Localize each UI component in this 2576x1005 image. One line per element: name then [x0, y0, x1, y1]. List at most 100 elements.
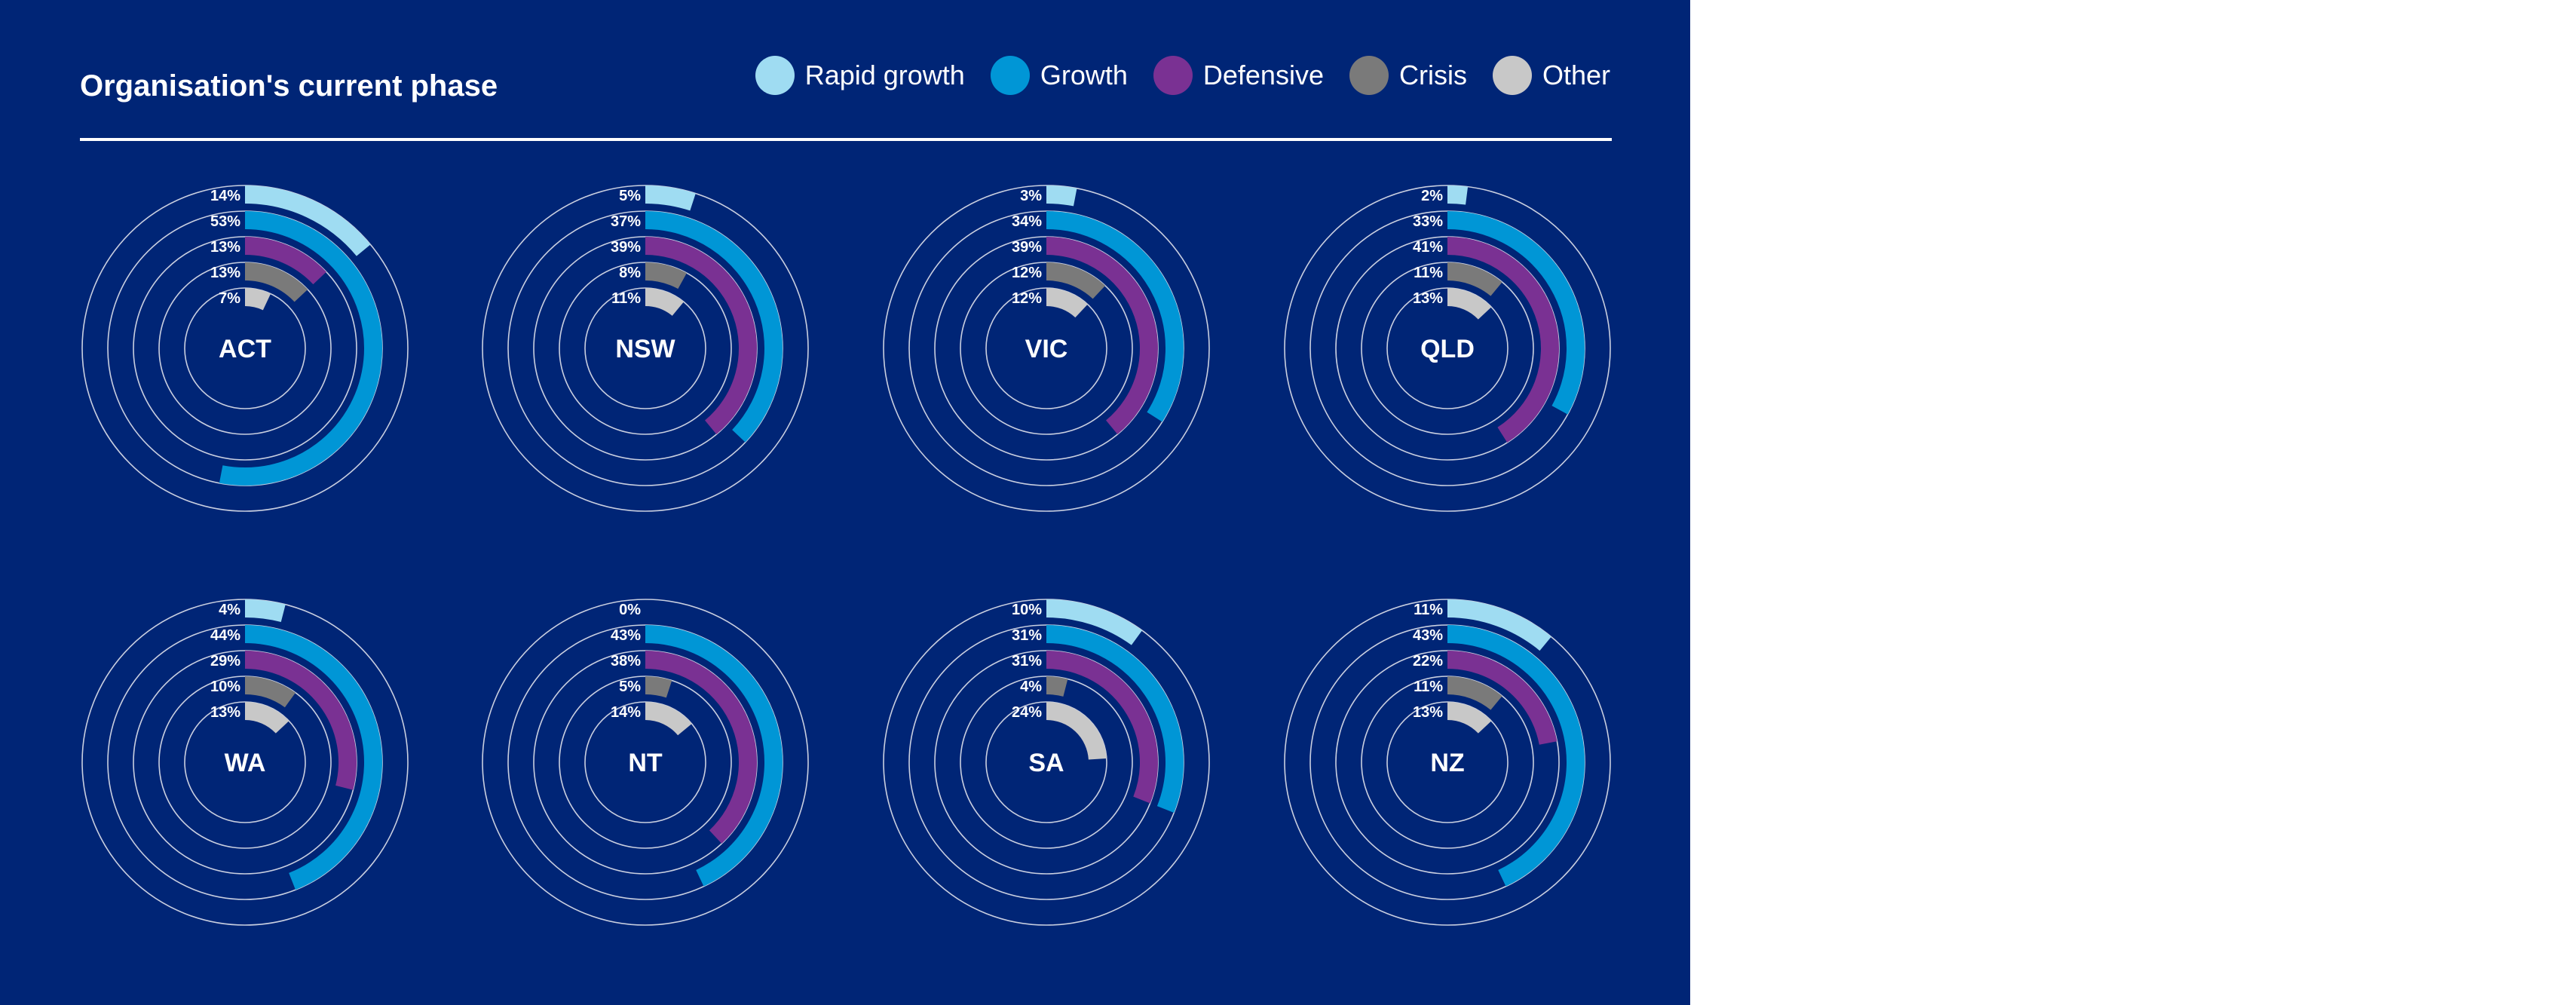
arc-crisis [244, 676, 296, 708]
value-label-other: 11% [611, 290, 641, 307]
value-label-rapid-growth: 10% [1012, 602, 1042, 618]
arc-other [244, 702, 289, 734]
value-label-defensive: 29% [210, 653, 240, 669]
arc-growth [244, 625, 382, 890]
value-label-other: 14% [611, 704, 641, 721]
radial-chart-sa: 10% 31% 31% 4% 24% SA [883, 599, 1210, 926]
radial-charts: 14% 53% 13% 13% 7% ACT 5% 37% 39% 8% 11% NSW 3% 34% 39… [81, 185, 1611, 926]
value-label-other: 13% [1413, 290, 1443, 307]
arc-other [1447, 702, 1492, 734]
legend-label-crisis: Crisis [1398, 60, 1467, 90]
value-label-growth: 34% [1012, 213, 1042, 230]
arc-crisis [1447, 262, 1502, 296]
legend-label-other: Other [1542, 60, 1610, 90]
arc-defensive [1046, 651, 1158, 804]
value-label-rapid-growth: 14% [210, 188, 240, 204]
value-label-crisis: 5% [619, 679, 641, 695]
arc-defensive [645, 651, 757, 844]
value-label-defensive: 39% [1012, 239, 1042, 256]
arc-rapid-growth [1447, 185, 1469, 205]
value-label-rapid-growth: 4% [219, 602, 240, 618]
value-label-defensive: 31% [1012, 653, 1042, 669]
arc-other [645, 288, 684, 317]
radial-chart-nt: 0% 43% 38% 5% 14% NT [482, 599, 809, 926]
arc-rapid-growth [645, 185, 696, 211]
value-label-growth: 43% [1413, 627, 1443, 644]
value-label-crisis: 10% [210, 679, 240, 695]
arc-crisis [1447, 676, 1502, 710]
ring-guide [1284, 599, 1611, 926]
value-label-crisis: 8% [619, 265, 641, 281]
value-label-growth: 31% [1012, 627, 1042, 644]
arc-defensive [244, 237, 326, 285]
legend-swatch-rapid-growth [755, 56, 795, 95]
value-label-crisis: 4% [1020, 679, 1042, 695]
value-label-rapid-growth: 11% [1414, 602, 1443, 618]
value-label-defensive: 38% [611, 653, 641, 669]
ring-guide [158, 262, 332, 435]
region-label: VIC [1025, 335, 1068, 363]
radial-chart-wa: 4% 44% 29% 10% 13% WA [81, 599, 409, 926]
arc-rapid-growth [244, 599, 286, 623]
arc-growth [1046, 625, 1184, 813]
ring-guide [81, 185, 409, 512]
value-label-growth: 37% [611, 213, 641, 230]
arc-growth [645, 211, 783, 443]
arc-growth [219, 211, 382, 486]
value-label-crisis: 12% [1012, 265, 1042, 281]
radial-chart-nsw: 5% 37% 39% 8% 11% NSW [482, 185, 809, 512]
legend-item-crisis: Crisis [1349, 56, 1467, 95]
arc-defensive [645, 237, 757, 435]
arc-rapid-growth [1046, 185, 1077, 207]
legend-swatch-growth [990, 56, 1030, 95]
value-label-crisis: 11% [1414, 265, 1443, 281]
region-label: SA [1028, 749, 1064, 777]
radial-chart-act: 14% 53% 13% 13% 7% ACT [81, 185, 409, 512]
arc-growth [645, 625, 783, 887]
value-label-growth: 53% [210, 213, 240, 230]
arc-crisis [244, 262, 308, 302]
arc-crisis [1046, 676, 1068, 697]
arc-growth [1447, 211, 1585, 415]
legend-label-rapid-growth: Rapid growth [804, 60, 965, 90]
region-label: NT [628, 749, 663, 777]
arc-other [1447, 288, 1492, 320]
arc-rapid-growth [1046, 599, 1142, 645]
ring-guide [584, 287, 706, 409]
region-label: WA [225, 749, 266, 777]
legend-item-growth: Growth [990, 56, 1128, 95]
region-label: QLD [1420, 335, 1475, 363]
legend: Rapid growth Growth Defensive Crisis Oth… [755, 56, 1610, 95]
value-label-rapid-growth: 0% [619, 602, 641, 618]
value-label-defensive: 39% [611, 239, 641, 256]
arc-defensive [1447, 237, 1559, 443]
value-label-growth: 43% [611, 627, 641, 644]
legend-label-growth: Growth [1040, 60, 1128, 90]
arc-other [1046, 288, 1088, 318]
arc-defensive [1447, 651, 1558, 745]
value-label-rapid-growth: 5% [619, 188, 641, 204]
legend-item-defensive: Defensive [1153, 56, 1324, 95]
region-label: NSW [615, 335, 675, 363]
ring-guide [81, 599, 409, 926]
legend-swatch-defensive [1153, 56, 1193, 95]
legend-swatch-other [1492, 56, 1532, 95]
value-label-crisis: 13% [210, 265, 240, 281]
arc-crisis [1046, 262, 1106, 299]
arc-rapid-growth [244, 185, 371, 256]
value-label-growth: 33% [1413, 213, 1443, 230]
arc-defensive [244, 651, 357, 790]
value-label-other: 13% [210, 704, 240, 721]
value-label-defensive: 13% [210, 239, 240, 256]
radial-chart-vic: 3% 34% 39% 12% 12% VIC [883, 185, 1210, 512]
ring-guide [1284, 185, 1611, 512]
legend-label-defensive: Defensive [1202, 60, 1324, 90]
ring-guide [559, 262, 732, 435]
ring-guide [584, 701, 706, 823]
value-label-other: 12% [1012, 290, 1042, 307]
arc-other [645, 702, 692, 736]
ring-guide [482, 599, 809, 926]
arc-rapid-growth [1447, 599, 1551, 651]
radial-chart-nz: 11% 43% 22% 11% 13% NZ [1284, 599, 1611, 926]
legend-item-other: Other [1492, 56, 1610, 95]
